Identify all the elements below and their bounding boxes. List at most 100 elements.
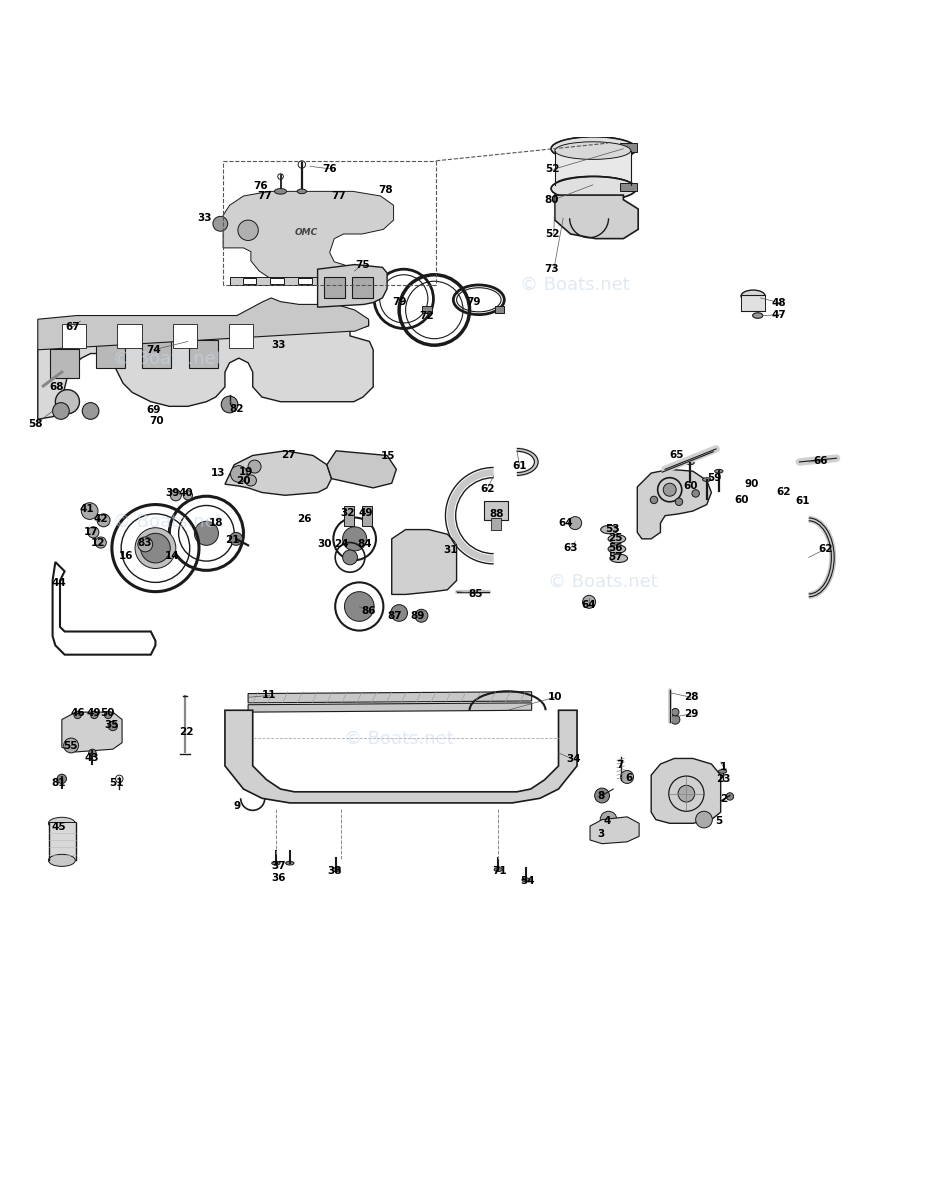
Text: 88: 88 — [489, 509, 503, 518]
Ellipse shape — [521, 878, 529, 882]
Circle shape — [108, 721, 118, 731]
Ellipse shape — [332, 868, 340, 871]
Circle shape — [582, 595, 595, 608]
Bar — [490, 517, 501, 529]
Text: 8: 8 — [597, 792, 604, 802]
Bar — [49, 822, 76, 860]
Text: 77: 77 — [331, 191, 346, 200]
Circle shape — [594, 788, 609, 803]
Circle shape — [83, 403, 99, 419]
Text: 34: 34 — [565, 755, 580, 764]
Text: 65: 65 — [669, 450, 683, 460]
Ellipse shape — [48, 854, 75, 866]
Text: 84: 84 — [357, 540, 372, 550]
Ellipse shape — [286, 862, 294, 865]
Bar — [188, 340, 217, 368]
Bar — [351, 277, 373, 298]
Polygon shape — [229, 277, 363, 284]
Polygon shape — [317, 264, 387, 307]
Text: 79: 79 — [391, 296, 406, 307]
Text: 19: 19 — [239, 467, 253, 478]
Ellipse shape — [607, 545, 625, 553]
Circle shape — [695, 811, 712, 828]
Circle shape — [237, 220, 258, 240]
Text: 52: 52 — [544, 164, 559, 174]
Text: 38: 38 — [326, 865, 341, 876]
Circle shape — [141, 533, 170, 563]
Text: 87: 87 — [387, 611, 401, 620]
Text: 59: 59 — [706, 473, 720, 482]
Ellipse shape — [600, 526, 617, 534]
Text: 68: 68 — [49, 382, 63, 392]
Circle shape — [344, 592, 374, 622]
Text: 78: 78 — [377, 186, 392, 196]
Bar — [50, 349, 79, 378]
Circle shape — [97, 514, 110, 527]
Bar — [298, 277, 311, 284]
Text: 69: 69 — [146, 406, 160, 415]
Text: 57: 57 — [607, 552, 622, 563]
Text: 60: 60 — [734, 494, 748, 505]
Bar — [118, 324, 142, 348]
Text: 31: 31 — [442, 545, 457, 554]
Ellipse shape — [272, 862, 280, 865]
Circle shape — [64, 738, 79, 752]
Circle shape — [663, 484, 676, 497]
Text: 71: 71 — [491, 865, 506, 876]
Circle shape — [670, 715, 679, 724]
Ellipse shape — [554, 142, 630, 160]
Text: 27: 27 — [280, 450, 295, 460]
Text: 29: 29 — [683, 709, 697, 719]
Circle shape — [183, 491, 192, 500]
Text: 33: 33 — [271, 340, 286, 350]
Bar — [96, 340, 125, 368]
Circle shape — [675, 498, 682, 505]
Text: 6: 6 — [625, 773, 632, 782]
Polygon shape — [326, 451, 396, 488]
Text: 26: 26 — [297, 515, 311, 524]
Bar — [228, 324, 252, 348]
Ellipse shape — [551, 176, 636, 200]
Ellipse shape — [717, 769, 726, 773]
Circle shape — [88, 527, 99, 538]
Bar — [324, 277, 345, 298]
Text: 64: 64 — [558, 518, 573, 528]
Polygon shape — [391, 529, 456, 594]
Bar — [242, 277, 256, 284]
Ellipse shape — [297, 190, 306, 193]
Bar — [343, 506, 353, 526]
Circle shape — [170, 490, 181, 500]
Ellipse shape — [493, 868, 502, 871]
Text: 55: 55 — [63, 742, 77, 751]
Text: 61: 61 — [512, 461, 527, 470]
Text: 90: 90 — [743, 479, 757, 490]
Text: 3: 3 — [597, 828, 604, 839]
Text: 5: 5 — [715, 816, 721, 826]
Circle shape — [568, 517, 581, 529]
Text: 76: 76 — [252, 181, 267, 191]
Text: 86: 86 — [361, 606, 375, 616]
Ellipse shape — [752, 313, 762, 318]
Circle shape — [650, 497, 657, 504]
Circle shape — [692, 490, 699, 497]
Text: 28: 28 — [683, 692, 697, 702]
Bar — [422, 306, 431, 313]
Circle shape — [95, 536, 107, 548]
Polygon shape — [38, 298, 368, 350]
Text: 4: 4 — [603, 816, 611, 826]
Text: 47: 47 — [771, 310, 785, 319]
Circle shape — [230, 466, 247, 482]
Text: 2: 2 — [719, 794, 726, 804]
Text: 24: 24 — [334, 540, 349, 550]
Text: 50: 50 — [100, 708, 114, 718]
Text: 79: 79 — [465, 296, 480, 307]
Polygon shape — [554, 196, 638, 239]
Text: 74: 74 — [146, 344, 160, 355]
Text: OMC: OMC — [295, 228, 318, 236]
Text: 9: 9 — [234, 800, 240, 811]
Text: 40: 40 — [179, 488, 193, 498]
Bar — [362, 506, 372, 526]
Text: 13: 13 — [211, 468, 225, 478]
Bar — [494, 306, 503, 313]
Text: 37: 37 — [271, 860, 286, 871]
